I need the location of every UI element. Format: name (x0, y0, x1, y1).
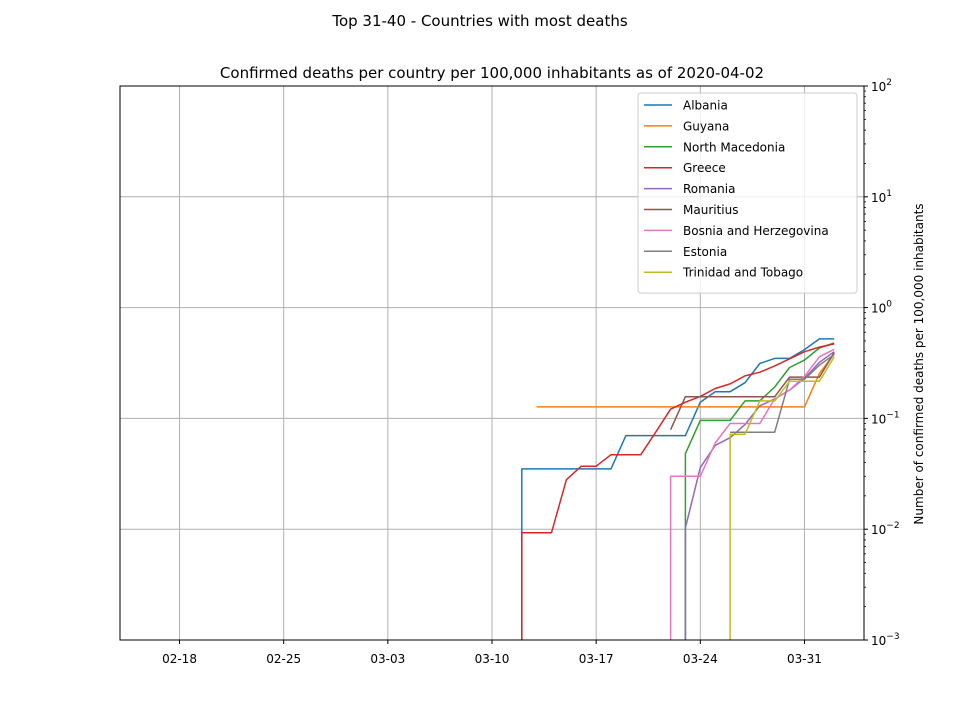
series-line-romania (684, 351, 835, 640)
legend-label-north-macedonia: North Macedonia (683, 140, 785, 154)
x-tick-label: 03-17 (579, 652, 614, 666)
series-line-greece (521, 343, 835, 640)
y-tick-label: 10−1 (871, 410, 900, 426)
x-tick-label: 03-10 (475, 652, 510, 666)
y-tick-label: 102 (871, 78, 892, 94)
legend-label-guyana: Guyana (683, 119, 729, 133)
series-line-bosnia-and-herzegovina (669, 348, 835, 640)
y-axis-ticks: 10−3 10−2 10−1 100 101 102 (864, 78, 900, 648)
y-tick-label: 100 (871, 300, 892, 316)
x-tick-label: 02-25 (266, 652, 301, 666)
y-axis-label: Number of confirmed deaths per 100,000 i… (912, 203, 926, 524)
series-line-guyana (536, 353, 835, 408)
legend-label-estonia: Estonia (683, 245, 727, 259)
x-tick-label: 03-03 (370, 652, 405, 666)
series-line-albania (521, 338, 835, 640)
figure-suptitle: Top 31-40 - Countries with most deaths (331, 12, 627, 30)
legend: Albania Guyana North Macedonia Greece Romani… (637, 92, 858, 294)
legend-label-greece: Greece (683, 161, 726, 175)
y-tick-label: 10−2 (871, 521, 900, 537)
x-tick-label: 03-24 (683, 652, 718, 666)
y-tick-label: 101 (871, 189, 892, 205)
series-line-trinidad-and-tobago (729, 356, 835, 640)
series-line-estonia (730, 353, 835, 433)
axes-title: Confirmed deaths per country per 100,000… (220, 64, 764, 82)
legend-label-romania: Romania (683, 182, 735, 196)
legend-box (637, 92, 858, 294)
x-axis-ticks: 02-18 02-25 03-03 03-10 03-17 03-24 03-31 (162, 640, 822, 666)
y-tick-label: 10−3 (871, 632, 900, 648)
series-lines (521, 338, 835, 640)
x-tick-label: 03-31 (787, 652, 822, 666)
legend-label-bosnia-and-herzegovina: Bosnia and Herzegovina (683, 224, 829, 238)
legend-label-trinidad-and-tobago: Trinidad and Tobago (682, 266, 803, 280)
legend-label-mauritius: Mauritius (683, 203, 738, 217)
x-tick-label: 02-18 (162, 652, 197, 666)
series-line-north-macedonia (684, 342, 835, 640)
legend-label-albania: Albania (683, 99, 728, 113)
